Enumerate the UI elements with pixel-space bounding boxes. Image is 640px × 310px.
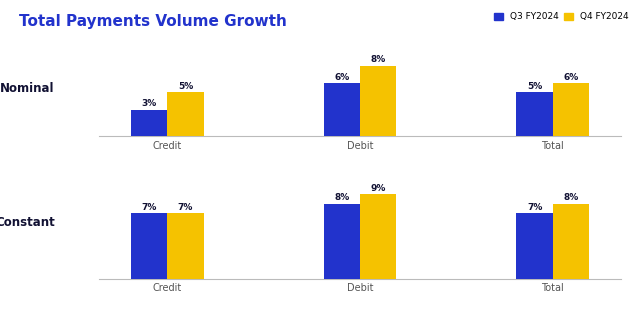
- Text: 5%: 5%: [178, 82, 193, 91]
- Bar: [553, 204, 589, 279]
- Text: 5%: 5%: [527, 82, 542, 91]
- Text: 7%: 7%: [527, 202, 542, 211]
- Text: 6%: 6%: [563, 73, 579, 82]
- Text: 8%: 8%: [563, 193, 579, 202]
- Bar: [131, 213, 167, 279]
- Bar: [131, 110, 167, 136]
- Text: 3%: 3%: [141, 100, 157, 108]
- Bar: [167, 92, 204, 136]
- Text: Nominal: Nominal: [1, 82, 55, 95]
- Text: 7%: 7%: [141, 202, 157, 211]
- Text: 7%: 7%: [178, 202, 193, 211]
- Bar: [516, 213, 553, 279]
- Bar: [324, 204, 360, 279]
- Legend: Q3 FY2024, Q4 FY2024: Q3 FY2024, Q4 FY2024: [494, 12, 629, 21]
- Bar: [360, 194, 396, 279]
- Text: 6%: 6%: [334, 73, 349, 82]
- Bar: [553, 83, 589, 136]
- Bar: [360, 65, 396, 136]
- Bar: [324, 83, 360, 136]
- Text: Constant: Constant: [0, 216, 55, 229]
- Text: 8%: 8%: [371, 55, 386, 64]
- Bar: [167, 213, 204, 279]
- Text: 8%: 8%: [334, 193, 349, 202]
- Text: 9%: 9%: [371, 184, 386, 193]
- Text: Total Payments Volume Growth: Total Payments Volume Growth: [19, 14, 287, 29]
- Bar: [516, 92, 553, 136]
